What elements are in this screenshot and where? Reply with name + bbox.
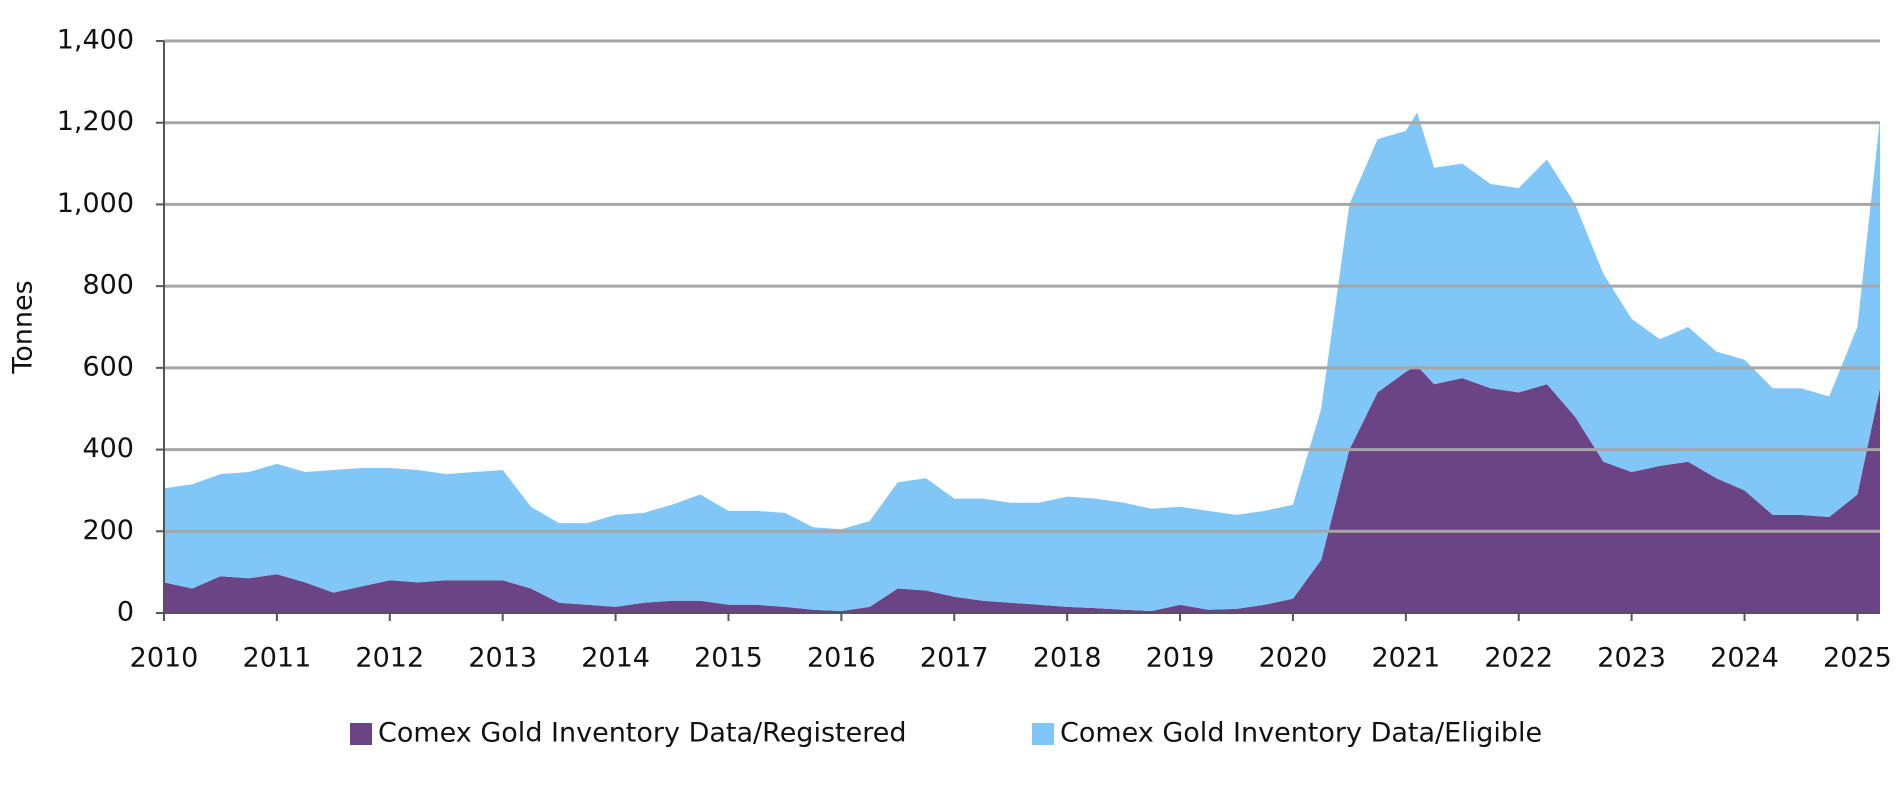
x-tick-label: 2021	[1371, 643, 1440, 674]
y-tick-label: 1,400	[57, 25, 134, 56]
y-tick-label: 200	[82, 515, 134, 546]
y-tick-label: 1,200	[57, 106, 134, 137]
x-tick-label: 2015	[694, 643, 763, 674]
x-tick-label: 2020	[1259, 643, 1328, 674]
x-tick-label: 2017	[920, 643, 989, 674]
area	[164, 365, 1880, 613]
legend-swatch	[350, 723, 372, 745]
legend-label: Comex Gold Inventory Data/Eligible	[1060, 718, 1542, 749]
y-axis-label: Tonnes	[8, 280, 39, 374]
y-tick-label: 1,000	[57, 188, 134, 219]
area	[164, 112, 1880, 611]
y-tick-label: 600	[82, 351, 134, 382]
x-tick-label: 2018	[1033, 643, 1102, 674]
x-tick-label: 2022	[1484, 643, 1553, 674]
x-tick-label: 2025	[1823, 643, 1892, 674]
y-tick-label: 400	[82, 433, 134, 464]
x-tick-label: 2023	[1597, 643, 1666, 674]
x-tick-label: 2024	[1710, 643, 1779, 674]
legend-label: Comex Gold Inventory Data/Registered	[378, 718, 906, 749]
legend-swatch	[1032, 723, 1054, 745]
y-tick-label: 0	[117, 597, 134, 628]
x-tick-label: 2013	[468, 643, 537, 674]
x-tick-label: 2016	[807, 643, 876, 674]
x-tick-label: 2012	[355, 643, 424, 674]
x-tick-label: 2019	[1146, 643, 1215, 674]
x-tick-label: 2010	[130, 643, 199, 674]
x-tick-label: 2011	[243, 643, 312, 674]
x-tick-label: 2014	[581, 643, 650, 674]
y-tick-label: 800	[82, 270, 134, 301]
